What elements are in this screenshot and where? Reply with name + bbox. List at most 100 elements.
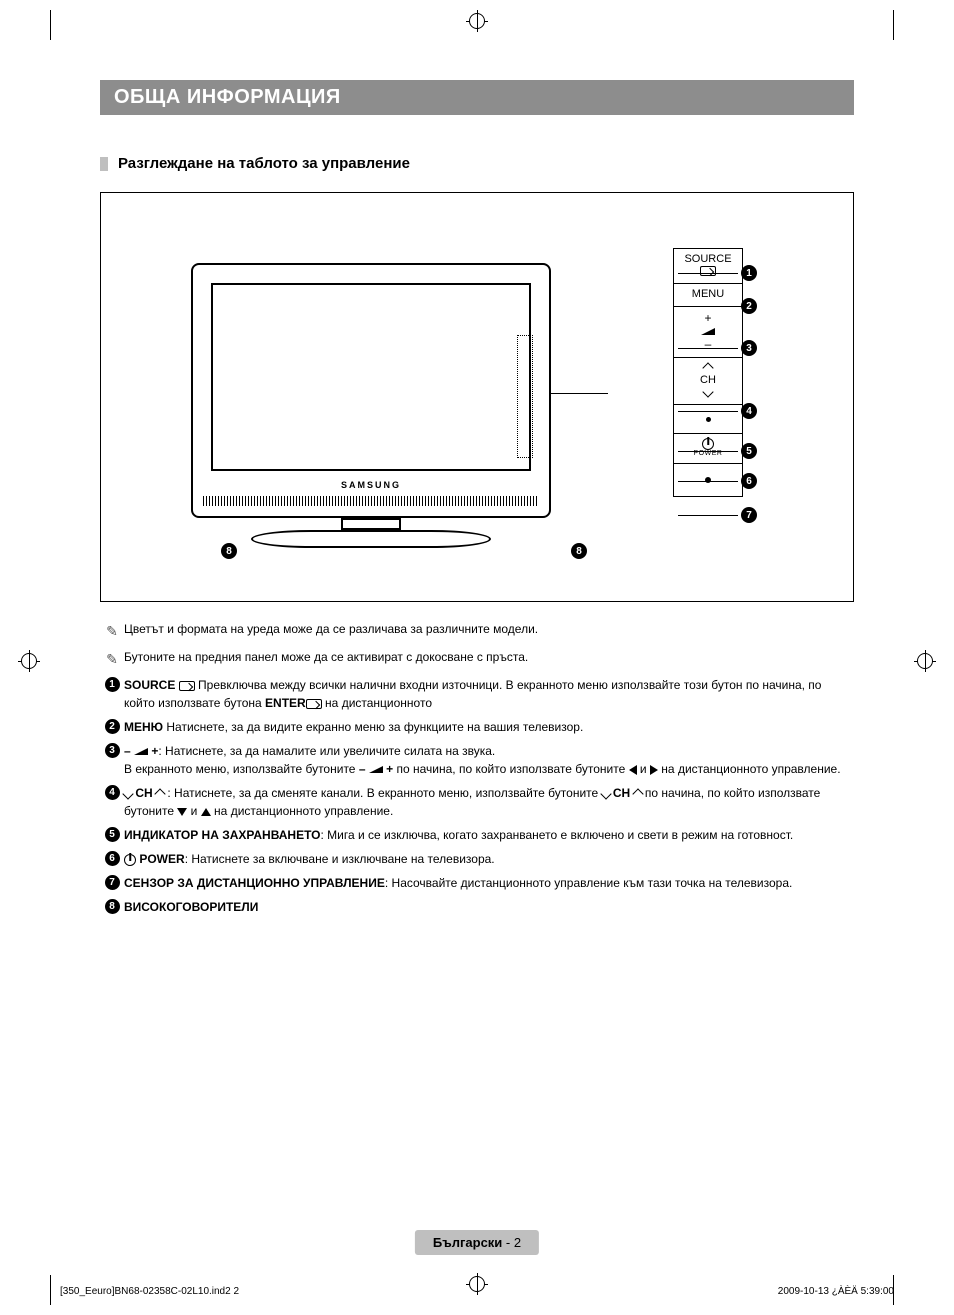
doc-footer-right: 2009-10-13 ¿ÀÈÄ 5:39:00 [778, 1286, 894, 1297]
circled-4-icon: 4 [105, 785, 120, 800]
triangle-right-icon [650, 765, 658, 775]
triangle-down-icon [177, 808, 187, 816]
power-icon [124, 854, 136, 866]
registration-mark [914, 650, 936, 672]
leader-line [678, 481, 738, 482]
tv-screen [211, 283, 531, 471]
circled-6-icon: 6 [105, 851, 120, 866]
leader-line [678, 411, 738, 412]
panel-label-ch: CH [674, 374, 742, 386]
footer-page-num: 2 [514, 1235, 521, 1250]
registration-mark [18, 650, 40, 672]
callout-5: 5 [741, 443, 757, 459]
crop-mark [50, 1275, 51, 1305]
note-text: ВИСОКОГОВОРИТЕЛИ [124, 898, 854, 916]
panel-label-source: SOURCE [674, 253, 742, 265]
panel-row-source: SOURCE [674, 249, 742, 284]
note-3: 3 – +: Натиснете, за да намалите или уве… [100, 742, 854, 778]
note-text: POWER: Натиснете за включване и изключва… [124, 850, 854, 868]
circled-2-icon: 2 [105, 719, 120, 734]
source-icon [700, 266, 716, 276]
note-1: 1 SOURCE Превключва между всички налични… [100, 676, 854, 712]
note-text: SOURCE Превключва между всички налични в… [124, 676, 854, 712]
callout-3: 3 [741, 340, 757, 356]
chevron-down-icon [122, 788, 133, 799]
callout-2: 2 [741, 298, 757, 314]
note-pencil-2: ✎ Бутоните на предния панел може да се а… [100, 648, 854, 670]
tv-outline: SAMSUNG [191, 263, 551, 518]
callout-1: 1 [741, 265, 757, 281]
tv-stand-base [251, 530, 491, 548]
enter-icon [306, 699, 322, 709]
panel-row-vol: + – [674, 307, 742, 358]
panel-row-indicator [674, 405, 742, 434]
tv-stand-neck [341, 518, 401, 530]
circled-1-icon: 1 [105, 677, 120, 692]
panel-label-menu: MENU [674, 288, 742, 300]
panel-row-menu: MENU [674, 284, 742, 307]
footer-lang: Български [433, 1235, 502, 1250]
label: ВИСОКОГОВОРИТЕЛИ [124, 900, 258, 914]
label: СЕНЗОР ЗА ДИСТАНЦИОННО УПРАВЛЕНИЕ [124, 876, 385, 890]
circled-8-icon: 8 [105, 899, 120, 914]
callout-6: 6 [741, 473, 757, 489]
note-7: 7 СЕНЗОР ЗА ДИСТАНЦИОННО УПРАВЛЕНИЕ: Нас… [100, 874, 854, 892]
leader-line [678, 273, 738, 274]
control-panel-callout: SOURCE MENU + – CH POWER [673, 248, 743, 497]
chevron-up-icon [702, 362, 713, 373]
registration-mark [466, 10, 488, 32]
note-pencil-1: ✎ Цветът и формата на уреда може да се р… [100, 620, 854, 642]
section-header: ОБЩА ИНФОРМАЦИЯ [100, 80, 854, 115]
note-text: МЕНЮ Натиснете, за да видите екранно мен… [124, 718, 854, 736]
note-text: Бутоните на предния панел може да се акт… [124, 648, 854, 670]
power-icon [702, 438, 714, 450]
tv-speaker-grille [203, 496, 539, 506]
volume-icon [701, 328, 715, 335]
label: ИНДИКАТОР НА ЗАХРАНВАНЕТО [124, 828, 320, 842]
panel-row-power: POWER [674, 434, 742, 464]
note-text: – +: Натиснете, за да намалите или увели… [124, 742, 854, 778]
leader-line [551, 393, 608, 394]
label: SOURCE [124, 678, 175, 692]
label: POWER [139, 852, 184, 866]
note-4: 4 CH : Натиснете, за да сменяте канали. … [100, 784, 854, 820]
crop-mark [50, 10, 51, 40]
callout-7: 7 [741, 507, 757, 523]
note-6: 6 POWER: Натиснете за включване и изключ… [100, 850, 854, 868]
label: МЕНЮ [124, 720, 163, 734]
note-text: Цветът и формата на уреда може да се раз… [124, 620, 854, 642]
bullet-square-icon [100, 157, 108, 171]
leader-line [678, 306, 738, 307]
leader-line [678, 451, 738, 452]
pencil-icon: ✎ [106, 649, 118, 670]
callout-4: 4 [741, 403, 757, 419]
page-number-badge: Български - 2 [415, 1230, 539, 1255]
tv-logo: SAMSUNG [193, 480, 549, 490]
crop-mark [893, 10, 894, 40]
note-text: ИНДИКАТОР НА ЗАХРАНВАНЕТО: Мига и се изк… [124, 826, 854, 844]
leader-line [678, 348, 738, 349]
doc-footer: [350_Eeuro]BN68-02358C-02L10.ind2 2 2009… [60, 1286, 894, 1297]
note-text: CH : Натиснете, за да сменяте канали. В … [124, 784, 854, 820]
volume-icon [134, 748, 148, 755]
circled-3-icon: 3 [105, 743, 120, 758]
note-2: 2 МЕНЮ Натиснете, за да видите екранно м… [100, 718, 854, 736]
indicator-dot-icon [706, 417, 711, 422]
doc-footer-left: [350_Eeuro]BN68-02358C-02L10.ind2 2 [60, 1286, 239, 1297]
subsection-title-text: Разглеждане на таблото за управление [118, 155, 410, 172]
note-8: 8 ВИСОКОГОВОРИТЕЛИ [100, 898, 854, 916]
callout-8-left: 8 [221, 543, 237, 559]
subsection-title: Разглеждане на таблото за управление [100, 155, 854, 172]
note-text: СЕНЗОР ЗА ДИСТАНЦИОННО УПРАВЛЕНИЕ: Насоч… [124, 874, 854, 892]
callout-8-right: 8 [571, 543, 587, 559]
tv-side-controls [517, 335, 533, 458]
pencil-icon: ✎ [106, 621, 118, 642]
triangle-up-icon [201, 808, 211, 816]
chevron-down-icon [702, 386, 713, 397]
triangle-left-icon [629, 765, 637, 775]
source-icon [179, 681, 195, 691]
notes-list: ✎ Цветът и формата на уреда може да се р… [100, 620, 854, 916]
panel-row-ch: CH [674, 358, 742, 405]
circled-5-icon: 5 [105, 827, 120, 842]
circled-7-icon: 7 [105, 875, 120, 890]
